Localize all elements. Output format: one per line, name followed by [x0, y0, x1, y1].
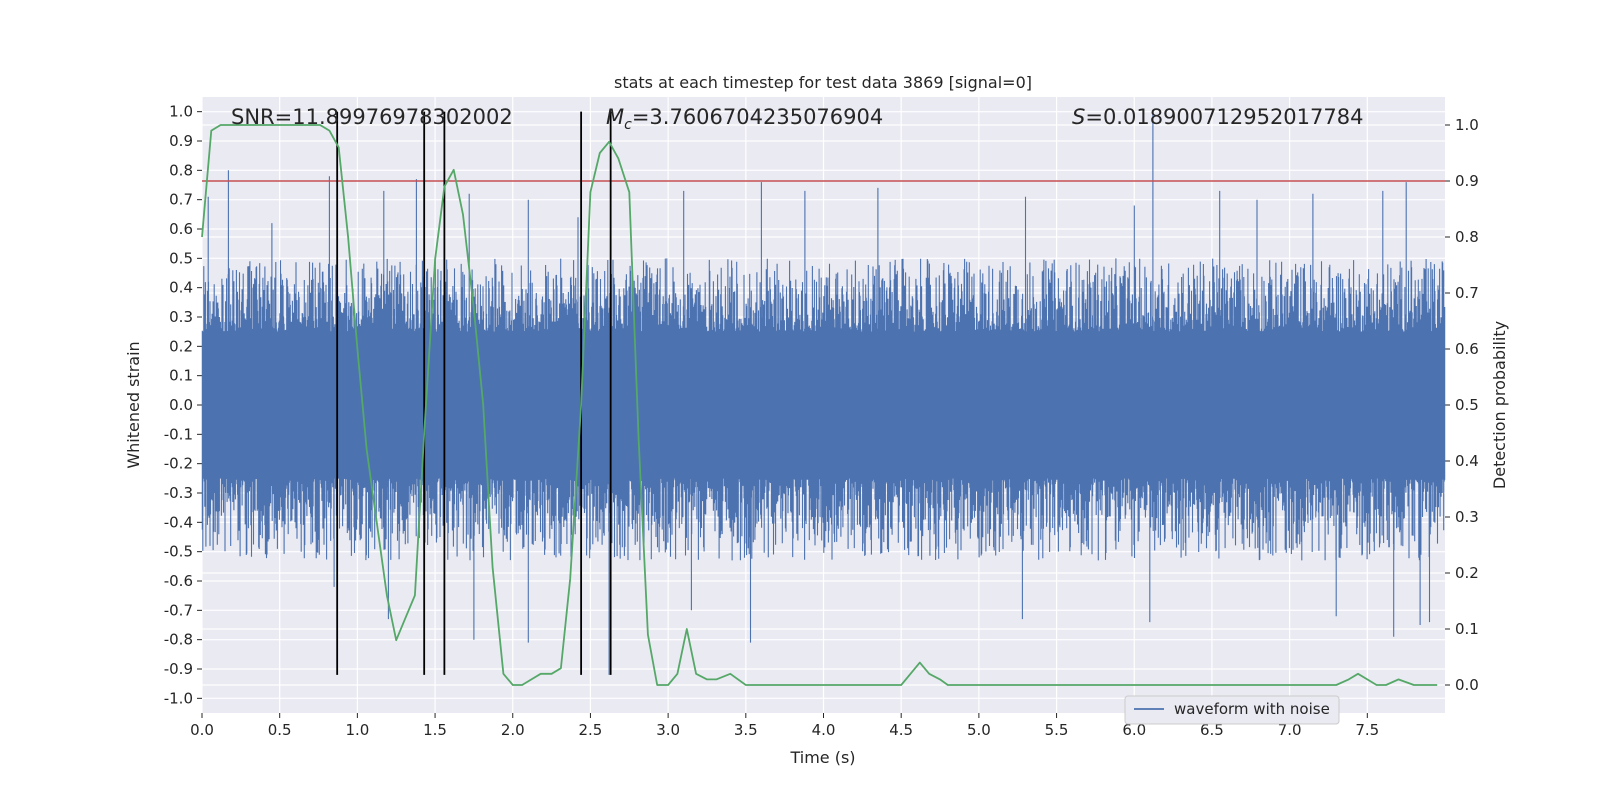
y-tick-label: -0.3 — [164, 484, 193, 502]
x-tick-label: 5.5 — [1045, 721, 1069, 739]
x-axis-label: Time (s) — [789, 748, 855, 767]
y2-tick-label: 1.0 — [1455, 116, 1479, 134]
s-value: =0.018900712952017784 — [1085, 105, 1363, 129]
x-tick-label: 1.0 — [345, 721, 369, 739]
y2-tick-label: 0.5 — [1455, 396, 1479, 414]
x-tick-label: 0.0 — [190, 721, 214, 739]
waveform-line — [201, 111, 1446, 675]
y-axis-label: Whitened strain — [124, 341, 143, 468]
y-tick-label: 0.6 — [169, 220, 193, 238]
x-tick-label: 6.0 — [1122, 721, 1146, 739]
mc-value: =3.7606704235076904 — [632, 105, 883, 129]
waveform-series — [201, 111, 1446, 675]
y-tick-label: 0.2 — [169, 337, 193, 355]
y-tick-label: 0.5 — [169, 249, 193, 267]
y-tick-label: 0.4 — [169, 279, 193, 297]
y-tick-label: -0.1 — [164, 425, 193, 443]
y-tick-label: -0.5 — [164, 543, 193, 561]
legend: waveform with noise — [1124, 695, 1340, 725]
y2-tick-label: 0.4 — [1455, 452, 1479, 470]
vertical-lines — [336, 111, 612, 675]
y-tick-label: -0.8 — [164, 631, 193, 649]
y-tick-label: 0.8 — [169, 161, 193, 179]
x-axis: 0.0 0.5 1.0 1.5 2.0 2.5 3.0 3.5 4.0 4.5 5.0 5.5 6.0 6… — [190, 713, 1379, 739]
mc-annotation: Mc=3.7606704235076904 — [606, 105, 883, 133]
y2-tick-label: 0.2 — [1455, 564, 1479, 582]
x-tick-label: 4.0 — [812, 721, 836, 739]
s-annotation: S=0.018900712952017784 — [1072, 105, 1363, 129]
y-tick-label: 0.9 — [169, 132, 193, 150]
x-tick-label: 3.5 — [734, 721, 758, 739]
x-tick-label: 7.0 — [1278, 721, 1302, 739]
y2-tick-label: 0.9 — [1455, 172, 1479, 190]
y-tick-label: -0.9 — [164, 660, 193, 678]
x-tick-label: 1.5 — [423, 721, 447, 739]
x-tick-label: 4.5 — [889, 721, 913, 739]
y-axis: 1.0 0.9 0.8 0.7 0.6 0.5 0.4 0.3 0.2 0.1 0.0 -0.1 -0.… — [164, 103, 202, 707]
y2-tick-label: 0.0 — [1455, 676, 1479, 694]
y-tick-label: -0.6 — [164, 572, 193, 590]
y-tick-label: -0.4 — [164, 513, 193, 531]
y2-tick-label: 0.6 — [1455, 340, 1479, 358]
x-tick-label: 3.0 — [656, 721, 680, 739]
legend-label: waveform with noise — [1174, 700, 1330, 718]
x-tick-label: 2.5 — [579, 721, 603, 739]
y-tick-label: 0.1 — [169, 367, 193, 385]
chart-title: stats at each timestep for test data 386… — [614, 73, 1032, 92]
y-tick-label: -0.7 — [164, 601, 193, 619]
x-tick-label: 0.5 — [268, 721, 292, 739]
legend-box — [1124, 695, 1340, 725]
y2-tick-label: 0.1 — [1455, 620, 1479, 638]
y-tick-label: 0.0 — [169, 396, 193, 414]
y-tick-label: -0.2 — [164, 455, 193, 473]
snr-annotation: SNR=11.89976978302002 — [231, 105, 513, 129]
y2-tick-label: 0.3 — [1455, 508, 1479, 526]
s-symbol: S — [1072, 105, 1085, 129]
x-tick-label: 5.0 — [967, 721, 991, 739]
probability-series — [201, 124, 1438, 686]
y-tick-label: 1.0 — [169, 103, 193, 121]
y2-axis-label: Detection probability — [1490, 321, 1509, 489]
mc-subscript: c — [624, 117, 632, 133]
y-tick-label: -1.0 — [164, 689, 193, 707]
x-tick-label: 2.0 — [501, 721, 525, 739]
x-tick-label: 6.5 — [1200, 721, 1224, 739]
probability-line — [201, 124, 1438, 686]
y2-axis: 1.0 0.9 0.8 0.7 0.6 0.5 0.4 0.3 0.2 0.1 0.0 — [1445, 116, 1479, 694]
y-tick-label: 0.7 — [169, 191, 193, 209]
y-tick-label: 0.3 — [169, 308, 193, 326]
mc-symbol: M — [606, 105, 624, 129]
y2-tick-label: 0.7 — [1455, 284, 1479, 302]
y2-tick-label: 0.8 — [1455, 228, 1479, 246]
x-tick-label: 7.5 — [1355, 721, 1379, 739]
